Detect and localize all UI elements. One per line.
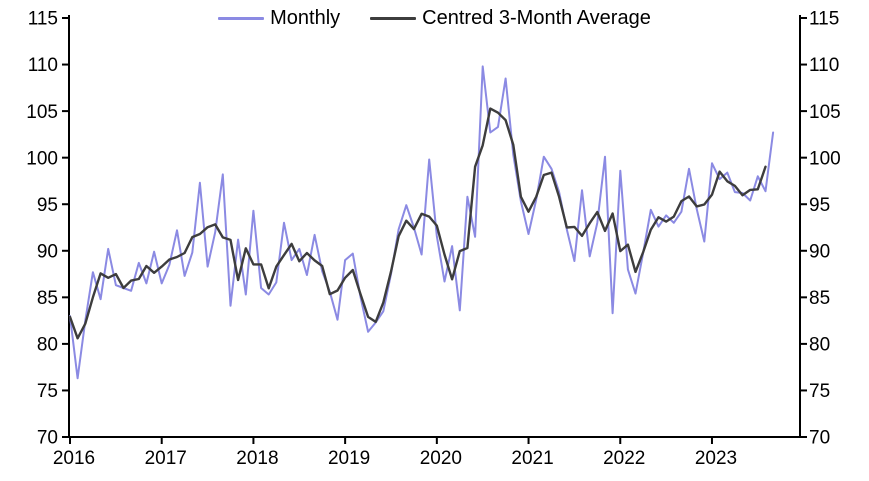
y-axis-tick-label: 95	[37, 195, 58, 216]
y-axis-tick-label: 70	[809, 428, 830, 449]
y-axis-tick-label: 100	[809, 148, 841, 169]
y-axis-tick-label: 110	[28, 55, 58, 76]
legend-item-centred-average: Centred 3-Month Average	[370, 6, 651, 30]
legend: Monthly Centred 3-Month Average	[0, 6, 869, 30]
y-axis-tick-label: 90	[809, 241, 830, 262]
y-axis-tick-label: 115	[28, 9, 58, 30]
legend-item-monthly: Monthly	[218, 6, 340, 30]
y-axis-tick-label: 80	[37, 335, 58, 356]
x-axis-tick-label: 2021	[511, 448, 553, 469]
y-axis-tick-label: 110	[809, 55, 839, 76]
monthly-series-line	[69, 65, 775, 380]
x-axis-tick-label: 2018	[236, 448, 278, 469]
x-axis-tick-label: 2020	[420, 448, 462, 469]
x-axis-tick-label: 2023	[695, 448, 737, 469]
y-axis-tick-label: 75	[37, 381, 58, 402]
centred-average-series-line	[68, 107, 767, 340]
x-axis-tick-label: 2016	[53, 448, 95, 469]
y-axis-tick-label: 85	[37, 288, 58, 309]
y-axis-tick-label: 95	[809, 195, 830, 216]
centred-average-line-swatch	[370, 16, 417, 20]
y-axis-tick-label: 90	[37, 241, 58, 262]
x-axis-tick-label: 2017	[145, 448, 187, 469]
y-axis-tick-label: 70	[37, 428, 58, 449]
y-axis-tick-label: 105	[809, 102, 841, 123]
legend-label-centred-average: Centred 3-Month Average	[422, 7, 651, 29]
x-axis-tick-label: 2022	[603, 448, 645, 469]
legend-label-monthly: Monthly	[270, 7, 341, 29]
y-axis-tick-label: 115	[809, 9, 839, 30]
y-axis-tick-label: 80	[809, 335, 830, 356]
y-axis-tick-label: 75	[809, 381, 830, 402]
y-axis-tick-label: 105	[26, 102, 58, 123]
x-axis-tick-label: 2019	[328, 448, 370, 469]
y-axis-tick-label: 100	[26, 148, 58, 169]
y-axis-tick-label: 85	[809, 288, 830, 309]
monthly-line-swatch	[218, 16, 265, 20]
